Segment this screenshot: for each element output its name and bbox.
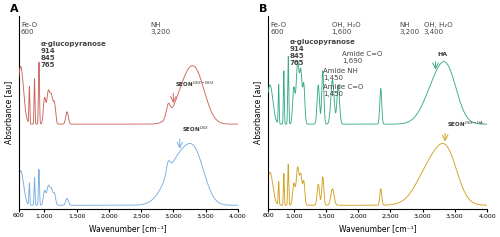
- Text: HA: HA: [438, 52, 448, 57]
- Text: NH
3,200: NH 3,200: [400, 22, 419, 35]
- Text: Amide C=O
1,450: Amide C=O 1,450: [323, 84, 363, 97]
- X-axis label: Wavenumber [cm⁻¹]: Wavenumber [cm⁻¹]: [90, 224, 167, 233]
- Text: SEON$^{DEX-HA}$: SEON$^{DEX-HA}$: [447, 120, 484, 129]
- Text: SEON$^{DEX}$: SEON$^{DEX}$: [182, 125, 209, 134]
- Y-axis label: Absorbance [au]: Absorbance [au]: [4, 81, 13, 144]
- Text: α-glucopyranose
914
845
765: α-glucopyranose 914 845 765: [290, 39, 356, 66]
- Text: SEON$^{DEX-NH2}$: SEON$^{DEX-NH2}$: [175, 79, 215, 89]
- Text: Fe-O
600: Fe-O 600: [21, 22, 37, 35]
- Text: α-glucopyranose
914
845
765: α-glucopyranose 914 845 765: [40, 41, 106, 68]
- Text: B: B: [260, 4, 268, 14]
- Text: Fe-O
600: Fe-O 600: [270, 22, 286, 35]
- Text: OH, H₂O
1,600: OH, H₂O 1,600: [332, 22, 360, 35]
- Text: NH
3,200: NH 3,200: [150, 22, 170, 35]
- Text: Amide NH
1,450: Amide NH 1,450: [323, 68, 358, 81]
- Text: Amide C=O
1,690: Amide C=O 1,690: [342, 51, 383, 64]
- Text: A: A: [10, 4, 18, 14]
- Text: OH, H₂O
3,400: OH, H₂O 3,400: [424, 22, 452, 35]
- X-axis label: Wavenumber [cm⁻¹]: Wavenumber [cm⁻¹]: [338, 224, 416, 233]
- Y-axis label: Absorbance [au]: Absorbance [au]: [254, 81, 262, 144]
